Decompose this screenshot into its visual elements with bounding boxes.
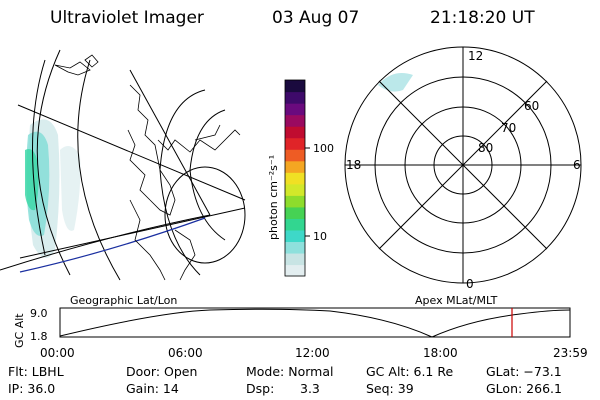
colorbar-block	[285, 80, 305, 93]
mlt-label-18: 18	[346, 158, 361, 172]
colorbar-block	[285, 114, 305, 127]
colorbar-block	[285, 218, 305, 231]
colorbar-block	[285, 149, 305, 162]
colorbar-block	[285, 137, 305, 150]
filter-label: Flt: LBHL	[8, 364, 64, 379]
altitude-curve	[59, 308, 571, 338]
colorbar-block	[285, 126, 305, 139]
strip-x-tick-1200: 12:00	[295, 346, 330, 360]
colorbar-block	[285, 195, 305, 208]
colorbar-block	[285, 241, 305, 254]
mlt-label-6: 6	[573, 158, 581, 172]
coastlines	[54, 54, 241, 281]
colorbar-block	[285, 183, 305, 196]
dsp-value: 3.3	[300, 381, 320, 396]
satellite-track	[19, 217, 206, 273]
colorbar-block	[285, 206, 305, 219]
colorbar-block	[285, 172, 305, 185]
strip-frame	[59, 307, 571, 338]
aurora-emission	[25, 119, 81, 258]
colorbar-unit-label: photon cm⁻²s⁻¹	[267, 155, 280, 240]
glat-label: GLat: −73.1	[486, 364, 562, 379]
geographic-map	[0, 49, 246, 281]
ip-label: IP: 36.0	[8, 381, 56, 396]
strip-y-tick-low: 1.8	[30, 330, 48, 343]
colorbar-tick-10: 10	[313, 230, 327, 243]
time-label: 21:18:20 UT	[430, 8, 535, 28]
instrument-title: Ultraviolet Imager	[50, 8, 204, 28]
mlat-label-80: 80	[478, 141, 493, 155]
colorbar-block	[285, 103, 305, 116]
gain-label: Gain: 14	[126, 381, 179, 396]
strip-x-tick-0000: 00:00	[40, 346, 75, 360]
strip-x-tick-2359: 23:59	[553, 346, 588, 360]
mlat-label-60: 60	[524, 99, 539, 113]
colorbar-block	[285, 264, 305, 277]
mlt-label-0: 0	[466, 277, 474, 291]
seq-label: Seq: 39	[366, 381, 414, 396]
colorbar-tick-100: 100	[313, 142, 334, 155]
mlat-label-70: 70	[501, 121, 516, 135]
dsp-label: Dsp:	[246, 381, 275, 396]
colorbar-block	[285, 229, 305, 243]
mlat-mlt-polar-plot: 12 18 6 0 80 70 60	[344, 46, 582, 291]
mlt-label-12: 12	[468, 49, 483, 63]
colorbar-block	[285, 91, 305, 104]
gc-alt-label: GC Alt: 6.1 Re	[366, 364, 454, 379]
strip-y-tick-high: 9.0	[30, 307, 48, 320]
strip-x-tick-1800: 18:00	[423, 346, 458, 360]
intensity-colorbar: 100 10 photon cm⁻²s⁻¹	[267, 79, 334, 277]
date-label: 03 Aug 07	[272, 8, 360, 28]
colorbar-block	[285, 160, 305, 173]
colorbar-blocks	[285, 80, 305, 277]
altitude-strip: Geographic Lat/Lon Apex MLat/MLT GC Alt …	[13, 294, 588, 360]
strip-apex-label: Apex MLat/MLT	[415, 294, 498, 307]
strip-y-axis-label: GC Alt	[13, 313, 26, 348]
strip-geographic-label: Geographic Lat/Lon	[70, 294, 177, 307]
glon-label: GLon: 266.1	[486, 381, 562, 396]
mode-label: Mode: Normal	[246, 364, 334, 379]
colorbar-block	[285, 252, 305, 266]
door-label: Door: Open	[126, 364, 198, 379]
polar-aurora-emission	[378, 72, 413, 92]
strip-x-tick-0600: 06:00	[168, 346, 203, 360]
